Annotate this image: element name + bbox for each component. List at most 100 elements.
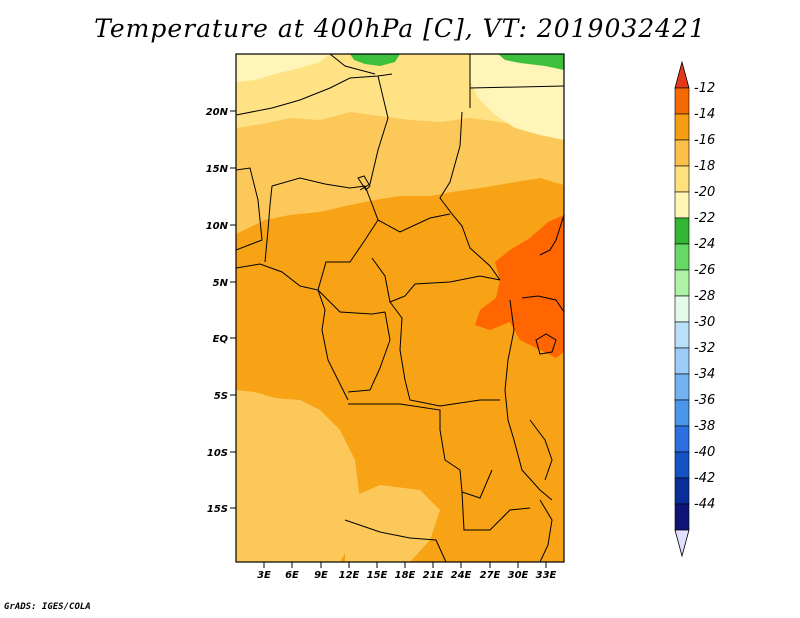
lon-tick-6e: 6E: [285, 562, 299, 581]
lat-tick-eq: EQ: [213, 334, 236, 345]
border-uganda: [521, 295, 564, 313]
field-west-coast: [236, 390, 360, 562]
lon-axis: 3E 6E 9E 12E 15E 18E 21E 24E 27E 30E 33E: [257, 562, 557, 581]
border-cameroon-south: [317, 289, 386, 315]
border-coast-gulf: [236, 263, 349, 401]
colorbar-segment: [674, 217, 690, 245]
border-niger-chad: [359, 75, 389, 191]
border-east-lakes: [504, 299, 553, 501]
lon-label-33e: 33E: [536, 570, 557, 581]
colorbar-label: -42: [694, 471, 715, 486]
lat-label-5n: 5N: [213, 278, 229, 289]
border-drc-angola: [348, 403, 493, 499]
lon-tick-24e: 24E: [451, 562, 472, 581]
border-tanzania: [529, 419, 553, 481]
grads-credit: GrADS: IGES/COLA: [4, 602, 91, 612]
lon-tick-18e: 18E: [395, 562, 416, 581]
border-mozambique: [539, 499, 553, 562]
border-zambia: [461, 491, 531, 531]
country-borders: [236, 54, 564, 562]
colorbar: -12 -14 -16 -18 -20 -22 -24 -26 -28 -30 -32 -34 -36 -…: [674, 60, 715, 558]
colorbar-label: -30: [694, 315, 715, 330]
lat-tick-5s: 5S: [214, 391, 236, 402]
lat-tick-10n: 10N: [206, 221, 236, 232]
field-south-central: [345, 485, 440, 562]
lat-tick-20n: 20N: [206, 107, 236, 118]
lon-tick-33e: 33E: [536, 562, 557, 581]
colorbar-label: -18: [694, 159, 715, 174]
lon-tick-27e: 27E: [480, 562, 501, 581]
colorbar-segment: [674, 477, 690, 505]
lon-tick-21e: 21E: [423, 562, 444, 581]
lon-label-9e: 9E: [314, 570, 328, 581]
border-drc: [389, 301, 500, 407]
colorbar-label: -28: [694, 289, 715, 304]
lat-tick-15n: 15N: [206, 164, 236, 175]
lat-label-eq: EQ: [213, 334, 229, 345]
colorbar-segment: [674, 269, 690, 297]
colorbar-label: -12: [694, 81, 715, 96]
lon-label-24e: 24E: [451, 570, 472, 581]
field-nw-corner: [236, 54, 330, 82]
colorbar-segment: [674, 139, 690, 167]
lon-label-12e: 12E: [339, 570, 360, 581]
field-east-warm: [475, 215, 564, 358]
lon-tick-15e: 15E: [367, 562, 388, 581]
lon-tick-30e: 30E: [508, 562, 529, 581]
border-angola-south: [344, 519, 447, 562]
field-green-top-left: [350, 54, 400, 66]
lon-tick-9e: 9E: [314, 562, 328, 581]
lat-label-15n: 15N: [206, 164, 229, 175]
colorbar-label: -20: [694, 185, 715, 200]
colorbar-label: -36: [694, 393, 715, 408]
border-lake-victoria: [535, 333, 557, 355]
colorbar-segment: [674, 321, 690, 349]
lon-label-30e: 30E: [508, 570, 529, 581]
colorbar-segment: [674, 503, 690, 531]
lon-label-21e: 21E: [423, 570, 444, 581]
lat-label-10s: 10S: [207, 448, 228, 459]
colorbar-label: -24: [694, 237, 715, 252]
border-nigeria-west: [264, 185, 273, 263]
lon-tick-12e: 12E: [339, 562, 360, 581]
colorbar-segment: [674, 243, 690, 271]
lat-label-15s: 15S: [207, 504, 228, 515]
lat-tick-10s: 10S: [207, 448, 236, 459]
colorbar-segment: [674, 399, 690, 427]
colorbar-label: -34: [694, 367, 715, 382]
border-egypt-sudan: [469, 85, 564, 89]
lon-tick-3e: 3E: [257, 562, 271, 581]
colorbar-segment: [674, 87, 690, 115]
colorbar-label: -22: [694, 211, 715, 226]
border-north-2: [329, 54, 376, 75]
border-east-highlands: [539, 214, 564, 256]
colorbar-label: -44: [694, 497, 715, 512]
border-nigeria-cameroon: [317, 185, 379, 291]
field-green-top-right: [498, 54, 564, 70]
colorbar-segment: [674, 113, 690, 141]
colorbar-segment: [674, 165, 690, 193]
colorbar-label: -14: [694, 107, 715, 122]
border-lake-chad: [357, 175, 371, 191]
field-ne-corner: [470, 54, 564, 140]
colorbar-segment: [674, 295, 690, 323]
lon-label-6e: 6E: [285, 570, 299, 581]
border-car: [371, 213, 501, 303]
colorbar-segment: [674, 373, 690, 401]
colorbar-segment: [674, 451, 690, 479]
lon-label-27e: 27E: [480, 570, 501, 581]
colorbar-bottom-triangle: [674, 529, 690, 558]
lat-tick-5n: 5N: [213, 278, 236, 289]
colorbar-label: -32: [694, 341, 715, 356]
colorbar-segment: [674, 347, 690, 375]
border-chad-sudan: [439, 111, 501, 281]
border-nigeria-north: [271, 177, 366, 189]
colorbar-label: -26: [694, 263, 715, 278]
colorbar-label: -40: [694, 445, 715, 460]
lat-tick-15s: 15S: [207, 504, 236, 515]
colorbar-segment: [674, 191, 690, 219]
colorbar-top-triangle: [674, 60, 690, 89]
colorbar-label: -38: [694, 419, 715, 434]
border-congo: [347, 311, 391, 393]
